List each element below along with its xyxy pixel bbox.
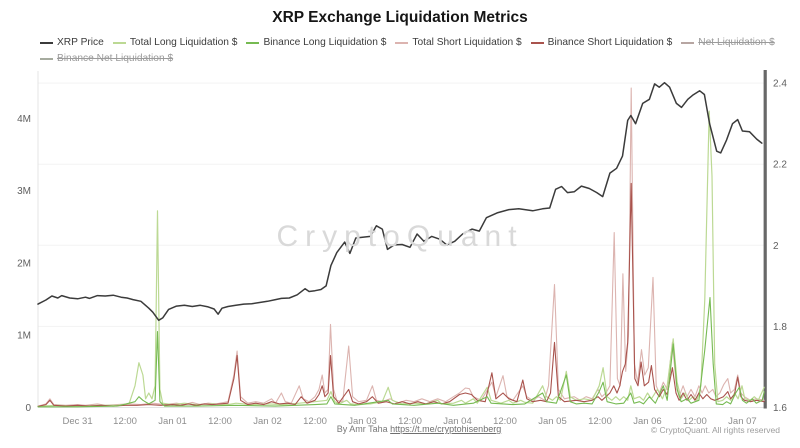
left-axis-tick-label: 2M xyxy=(17,258,31,269)
caption-author: By Amr Taha https://t.me/cryptohisenberg xyxy=(337,424,501,434)
x-axis-tick-label: Dec 31 xyxy=(63,416,93,427)
legend-item-binance-net-liquidation[interactable]: Binance Net Liquidation $ xyxy=(40,53,173,65)
copyright-text: © CryptoQuant. All rights reserved xyxy=(650,425,780,435)
caption-author-text: By Amr Taha xyxy=(336,424,391,434)
x-axis-tick-label: Jan 07 xyxy=(728,416,757,427)
legend-label: Total Short Liquidation $ xyxy=(412,37,522,48)
right-axis-tick-label: 1.6 xyxy=(773,403,787,414)
right-axis-tick-label: 2.4 xyxy=(773,79,787,90)
legend-label: Total Long Liquidation $ xyxy=(129,37,238,48)
legend-item-total-short-liquidation[interactable]: Total Short Liquidation $ xyxy=(395,37,522,49)
right-axis-tick-label: 1.8 xyxy=(773,322,787,333)
legend-item-total-long-liquidation[interactable]: Total Long Liquidation $ xyxy=(112,37,238,49)
x-axis-tick-label: Jan 01 xyxy=(158,416,187,427)
right-axis-tick-label: 2 xyxy=(773,241,779,252)
legend-swatch-total-short-liquidation xyxy=(395,42,409,44)
legend-swatch-net-liquidation xyxy=(681,42,695,44)
left-axis-tick-label: 1M xyxy=(17,331,31,342)
x-axis-tick-label: 12:00 xyxy=(493,416,517,427)
legend-swatch-total-long-liquidation xyxy=(112,42,126,44)
x-axis-tick-label: 12:00 xyxy=(588,416,612,427)
x-axis-tick-label: Jan 03 xyxy=(348,416,377,427)
x-axis-tick-label: Jan 04 xyxy=(443,416,472,427)
series-xrp-price xyxy=(37,81,763,322)
x-axis-tick-label: Jan 06 xyxy=(633,416,662,427)
right-axis-tick-label: 2.2 xyxy=(773,160,787,171)
legend-swatch-binance-long-liquidation xyxy=(246,42,260,44)
legend-label: Binance Net Liquidation $ xyxy=(57,53,174,64)
right-axis-bar xyxy=(763,70,767,409)
legend-swatch-binance-short-liquidation xyxy=(530,42,544,44)
legend-item-binance-long-liquidation[interactable]: Binance Long Liquidation $ xyxy=(246,37,386,49)
left-axis-tick-label: 4M xyxy=(17,114,31,125)
series-binance-short-liquidation xyxy=(37,182,765,407)
legend-label: Binance Long Liquidation $ xyxy=(263,37,387,48)
legend-item-net-liquidation[interactable]: Net Liquidation $ xyxy=(681,37,775,49)
legend-label: XRP Price xyxy=(57,37,104,48)
telegram-link[interactable]: https://t.me/cryptohisenberg xyxy=(390,424,502,434)
legend-item-xrp-price[interactable]: XRP Price xyxy=(40,37,104,49)
legend-item-binance-short-liquidation[interactable]: Binance Short Liquidation $ xyxy=(530,37,673,49)
series-binance-long-liquidation xyxy=(37,297,765,408)
x-axis-tick-label: Jan 05 xyxy=(538,416,567,427)
legend-swatch-xrp-price xyxy=(40,42,53,44)
x-axis-tick-label: Jan 02 xyxy=(253,416,282,427)
x-axis-tick-label: 12:00 xyxy=(208,416,232,427)
x-axis-tick-label: 12:00 xyxy=(113,416,137,427)
legend-swatch-binance-net-liquidation xyxy=(40,58,53,60)
legend-label: Binance Short Liquidation $ xyxy=(547,37,673,48)
legend: XRP Price Total Long Liquidation $ Binance… xyxy=(40,37,785,65)
x-axis-tick-label: 12:00 xyxy=(398,416,422,427)
legend-label: Net Liquidation $ xyxy=(698,37,775,48)
watermark: CryptoQuant xyxy=(276,220,524,253)
left-axis-tick-label: 3M xyxy=(17,186,31,197)
x-axis-tick-label: 12:00 xyxy=(303,416,327,427)
chart-title: XRP Exchange Liquidation Metrics xyxy=(272,9,528,26)
x-axis-tick-label: 12:00 xyxy=(683,416,707,427)
left-axis-tick-label: 0 xyxy=(25,403,31,414)
